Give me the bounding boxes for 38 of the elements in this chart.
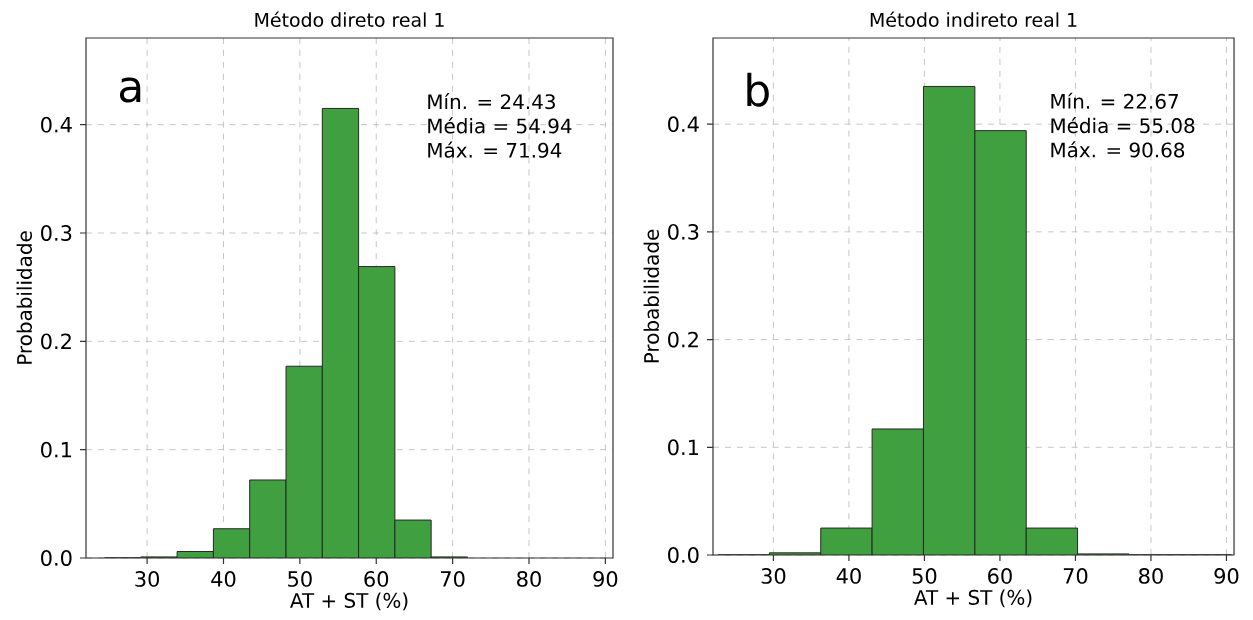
x-tick-label: 40 bbox=[836, 568, 861, 584]
y-tick-label: 0.3 bbox=[668, 223, 699, 240]
x-tick-label: 90 bbox=[1214, 568, 1239, 584]
y-tick-label: 0.0 bbox=[41, 550, 72, 566]
x-tick-label: 30 bbox=[761, 568, 786, 584]
y-tick-label: 0.1 bbox=[668, 439, 699, 456]
annotation: Média = 54.94 bbox=[428, 117, 572, 134]
x-tick-label: 90 bbox=[593, 571, 618, 587]
annotation: Máx. = 90.68 bbox=[1051, 141, 1185, 158]
y-tick-label: 0.2 bbox=[668, 331, 698, 348]
x-tick-label: 50 bbox=[288, 571, 312, 587]
x-tick-label: 70 bbox=[1063, 568, 1088, 584]
y-axis-title: Probabilidade bbox=[16, 231, 33, 364]
x-tick-label: 40 bbox=[211, 571, 236, 587]
x-tick-label: 30 bbox=[135, 571, 159, 587]
x-tick-label: 80 bbox=[517, 571, 541, 587]
chart-title: Método indireto real 1 bbox=[870, 11, 1077, 28]
x-axis-title: AT + ST (%) bbox=[914, 589, 1032, 608]
annotation: Mín. = 22.67 bbox=[1051, 92, 1178, 109]
y-tick-label: 0.1 bbox=[41, 441, 72, 458]
y-tick-label: 0.4 bbox=[41, 116, 72, 133]
y-tick-label: 0.0 bbox=[668, 547, 699, 563]
x-tick-label: 80 bbox=[1139, 568, 1163, 584]
annotation: b bbox=[747, 72, 769, 107]
y-tick-label: 0.2 bbox=[41, 333, 71, 350]
annotation: Mín. = 24.43 bbox=[428, 93, 555, 110]
x-tick-label: 60 bbox=[988, 568, 1012, 584]
x-tick-label: 50 bbox=[912, 568, 937, 584]
annotation: Média = 55.08 bbox=[1051, 116, 1195, 134]
y-tick-label: 0.3 bbox=[41, 225, 72, 241]
annotation: Máx. = 71.94 bbox=[428, 141, 562, 158]
x-tick-label: 60 bbox=[364, 571, 389, 587]
y-tick-label: 0.4 bbox=[668, 116, 699, 133]
x-axis-title: AT + ST (%) bbox=[290, 592, 408, 611]
annotation: a bbox=[119, 77, 141, 103]
x-tick-label: 70 bbox=[441, 571, 465, 587]
y-axis-title: Probabilidade bbox=[643, 229, 660, 363]
chart-title: Método direto real 1 bbox=[255, 11, 444, 28]
